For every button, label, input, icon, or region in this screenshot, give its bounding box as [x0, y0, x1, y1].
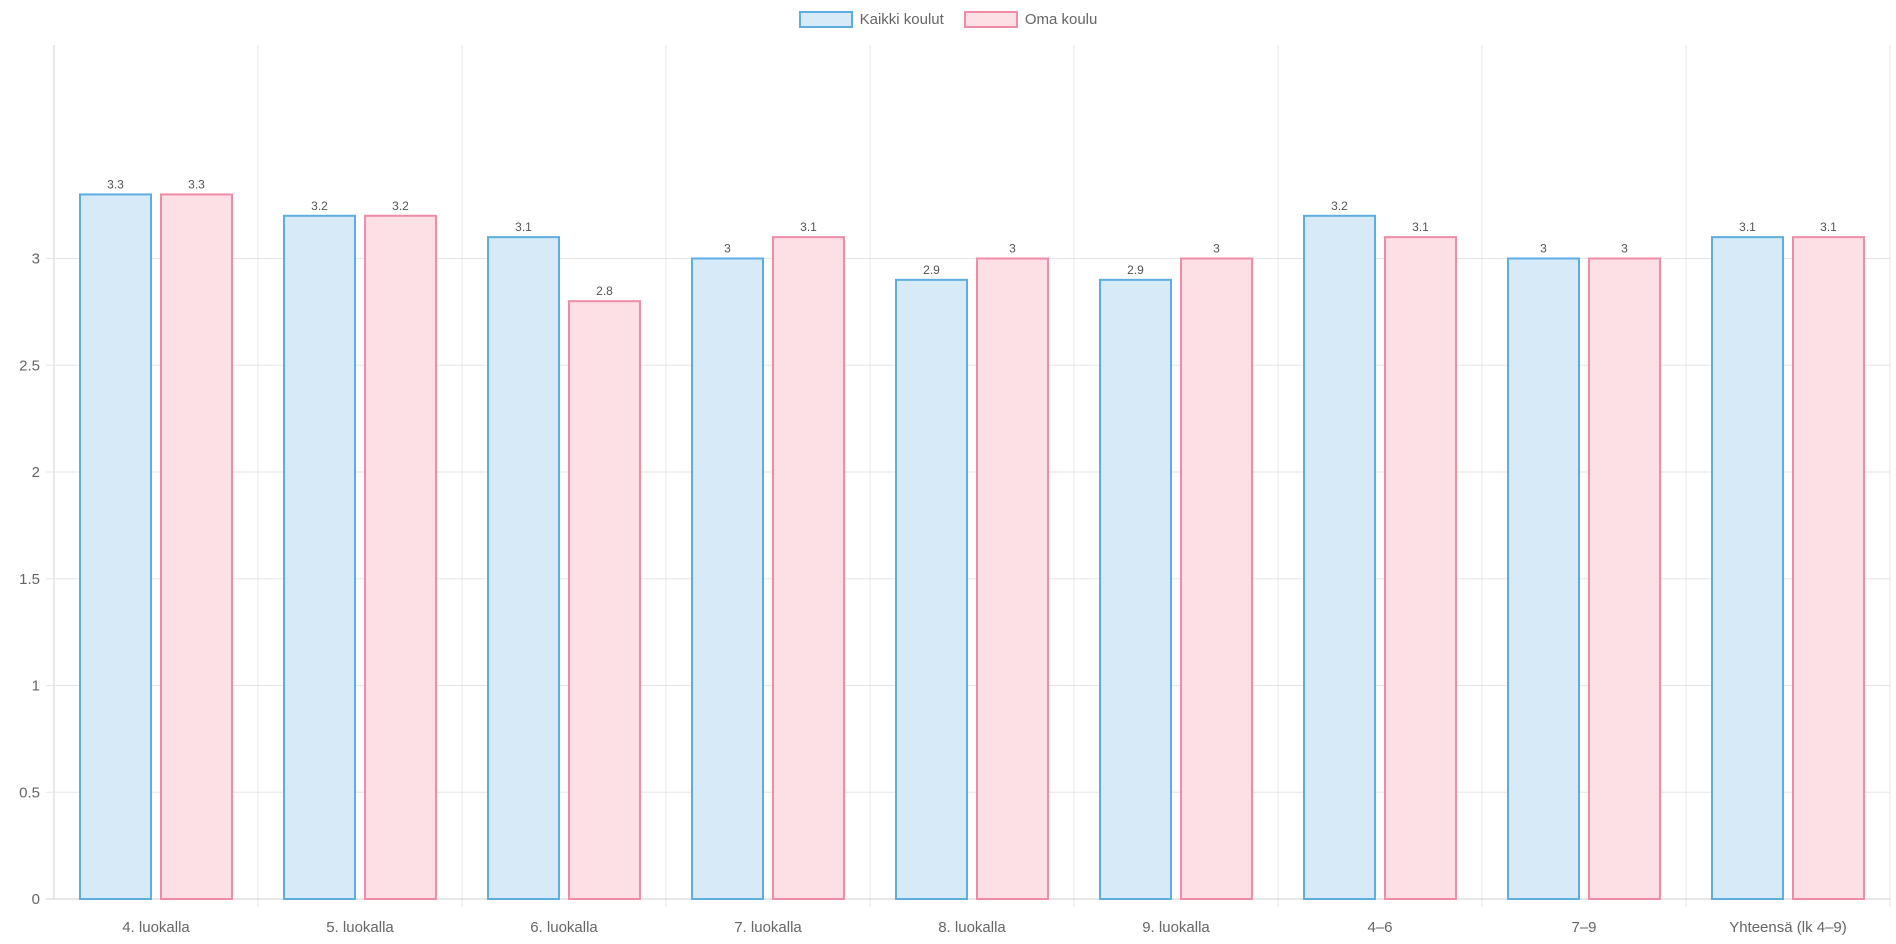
data-label: 2.9 — [923, 263, 940, 277]
x-tick-label: Yhteensä (lk 4–9) — [1729, 919, 1847, 936]
data-label: 2.8 — [596, 284, 613, 298]
data-label: 3.1 — [1820, 220, 1837, 234]
y-tick-label: 1 — [32, 678, 40, 695]
data-label: 3.1 — [1739, 220, 1756, 234]
bar-series-1 — [283, 214, 356, 901]
legend-label-series-1: Kaikki koulut — [859, 11, 944, 28]
data-label: 3.2 — [311, 199, 328, 213]
legend-swatch-series-1 — [798, 11, 853, 28]
y-tick-label: 3 — [32, 251, 40, 268]
y-tick-label: 1.5 — [19, 571, 40, 588]
data-label: 3 — [1621, 242, 1628, 256]
bar-series-1 — [1507, 257, 1580, 900]
legend: Kaikki koulut Oma koulu — [0, 11, 1896, 28]
x-tick-label: 4. luokalla — [122, 919, 190, 936]
legend-swatch-series-2 — [963, 11, 1018, 28]
legend-item-series-1[interactable]: Kaikki koulut — [798, 11, 944, 28]
bar-series-2 — [568, 300, 641, 900]
data-label: 3.2 — [1331, 199, 1348, 213]
bar-series-1 — [1099, 278, 1172, 901]
x-tick-label: 4–6 — [1367, 919, 1392, 936]
bar-series-1 — [1711, 236, 1784, 900]
y-tick-label: 2.5 — [19, 357, 40, 374]
data-label: 2.9 — [1127, 263, 1144, 277]
x-tick-label: 6. luokalla — [530, 919, 598, 936]
legend-item-series-2[interactable]: Oma koulu — [963, 11, 1098, 28]
bar-series-1 — [895, 278, 968, 901]
legend-label-series-2: Oma koulu — [1024, 11, 1098, 28]
y-tick-label: 0.5 — [19, 784, 40, 801]
bar-series-2 — [1588, 257, 1661, 900]
data-label: 3.2 — [392, 199, 409, 213]
bar-series-2 — [364, 214, 437, 901]
data-label: 3.3 — [107, 177, 124, 191]
data-label: 3 — [1009, 242, 1016, 256]
y-tick-label: 0 — [32, 891, 40, 908]
data-label: 3 — [1540, 242, 1547, 256]
x-tick-label: 5. luokalla — [326, 919, 394, 936]
x-tick-label: 7–9 — [1571, 919, 1596, 936]
bar-series-1 — [487, 236, 560, 900]
bar-series-1 — [691, 257, 764, 900]
bar-series-2 — [976, 257, 1049, 900]
bar-series-2 — [772, 236, 845, 900]
bar-series-2 — [1792, 236, 1865, 900]
x-tick-label: 7. luokalla — [734, 919, 802, 936]
bar-series-1 — [79, 193, 152, 900]
bar-series-1 — [1303, 214, 1376, 901]
data-label: 3 — [724, 242, 731, 256]
bar-series-2 — [1384, 236, 1457, 900]
bar-series-2 — [1180, 257, 1253, 900]
x-tick-label: 9. luokalla — [1142, 919, 1210, 936]
data-label: 3.1 — [1412, 220, 1429, 234]
data-label: 3.1 — [800, 220, 817, 234]
data-label: 3 — [1213, 242, 1220, 256]
data-label: 3.1 — [515, 220, 532, 234]
y-tick-label: 2 — [32, 464, 40, 481]
bar-series-2 — [160, 193, 233, 900]
data-label: 3.3 — [188, 177, 205, 191]
x-tick-label: 8. luokalla — [938, 919, 1006, 936]
